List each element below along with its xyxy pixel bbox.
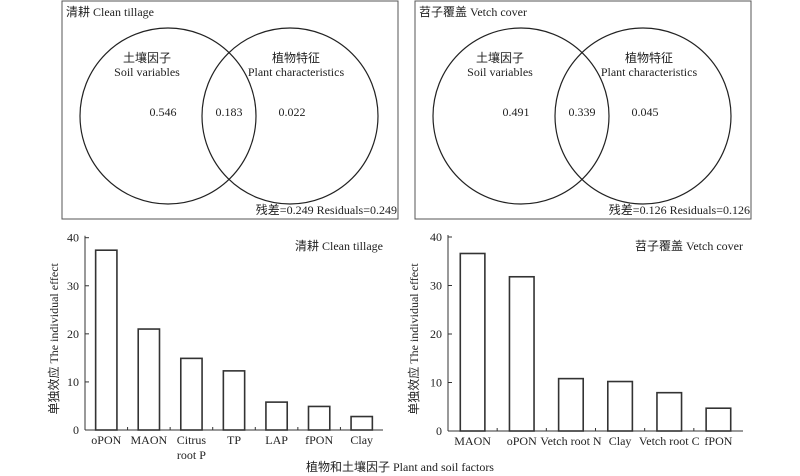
residuals: 残差=0.249 Residuals=0.249	[256, 203, 397, 217]
x-tick-label: MAON	[131, 433, 168, 447]
bar-clay	[350, 415, 374, 431]
soil-circle	[432, 27, 610, 205]
y-tick-label: 20	[430, 327, 442, 341]
x-tick-label: MAON	[454, 434, 491, 448]
overlap-value: 0.183	[216, 105, 243, 119]
venn-panel-clean-tillage: 清耕 Clean tillage 土壤因子 Soil variables 植物特…	[61, 0, 399, 220]
overlap-value: 0.339	[569, 105, 596, 119]
bar-opon	[508, 275, 535, 432]
soil-label-cn: 土壤因子	[476, 50, 524, 65]
bar-fpon	[705, 407, 732, 432]
bar-citrus-root-p	[179, 357, 203, 431]
y-tick-label: 40	[430, 230, 442, 244]
plant-label-en: Plant characteristics	[601, 65, 698, 79]
soil-circle	[79, 27, 257, 205]
soil-only-value: 0.491	[503, 105, 530, 119]
bar-clay	[606, 380, 634, 432]
bar-maon	[459, 252, 486, 432]
bar-vetch-root-n	[557, 377, 585, 432]
y-tick-label: 40	[67, 231, 79, 245]
x-axis-label: 植物和土壤因子 Plant and soil factors	[306, 459, 494, 474]
x-tick-label: LAP	[265, 433, 288, 447]
y-tick-label: 0	[73, 423, 79, 437]
soil-label-cn: 土壤因子	[123, 50, 171, 65]
x-tick-label: Vetch root N	[540, 434, 602, 448]
plant-circle	[554, 27, 732, 205]
y-tick-label: 20	[67, 327, 79, 341]
x-tick-label: Citrus	[177, 433, 207, 447]
soil-only-value: 0.546	[150, 105, 177, 119]
y-tick-label: 30	[67, 279, 79, 293]
y-tick-label: 10	[430, 376, 442, 390]
y-axis-label: 单独效应 The individual effect	[406, 263, 421, 415]
bar-lap	[265, 401, 289, 431]
x-tick-label: Clay	[609, 434, 632, 448]
x-tick-label: TP	[227, 433, 241, 447]
x-tick-label: oPON	[507, 434, 537, 448]
soil-label-en: Soil variables	[467, 65, 533, 79]
chart-title: 苕子覆盖 Vetch cover	[635, 239, 743, 253]
venn-title: 清耕 Clean tillage	[66, 4, 154, 19]
y-axis-label: 单独效应 The individual effect	[46, 262, 61, 414]
bar-fpon	[307, 405, 331, 431]
soil-label-en: Soil variables	[114, 65, 180, 79]
venn-frame	[61, 0, 399, 220]
plant-label-cn: 植物特征	[625, 50, 673, 65]
y-tick-label: 10	[67, 375, 79, 389]
venn-frame	[414, 0, 752, 220]
x-tick-label: fPON	[704, 434, 732, 448]
x-tick-label: Clay	[350, 433, 373, 447]
venn-panel-vetch-cover: 苕子覆盖 Vetch cover 土壤因子 Soil variables 植物特…	[414, 0, 752, 220]
residuals: 残差=0.126 Residuals=0.126	[609, 203, 750, 217]
plant-label-cn: 植物特征	[272, 50, 320, 65]
plant-only-value: 0.022	[279, 105, 306, 119]
bar-tp	[222, 370, 246, 431]
bar-opon	[94, 249, 118, 431]
plant-label-en: Plant characteristics	[248, 65, 345, 79]
y-tick-label: 0	[436, 424, 442, 438]
bar-maon	[137, 328, 161, 431]
plant-circle	[201, 27, 379, 205]
x-tick-label: Vetch root C	[639, 434, 700, 448]
x-tick-label: fPON	[305, 433, 333, 447]
x-tick-label: root P	[177, 448, 206, 462]
bar-vetch-root-c	[656, 391, 683, 432]
venn-title: 苕子覆盖 Vetch cover	[419, 5, 527, 19]
chart-title: 清耕 Clean tillage	[295, 238, 383, 253]
y-tick-label: 30	[430, 279, 442, 293]
x-tick-label: oPON	[91, 433, 121, 447]
plant-only-value: 0.045	[632, 105, 659, 119]
bar-chart-vetch-cover: 0 10 20 30 40 MAON oPON Vetch root N Clay Vetch r…	[406, 230, 743, 448]
